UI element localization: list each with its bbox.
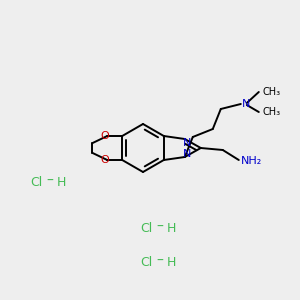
Text: N: N [183,138,191,148]
Text: –: – [156,254,163,268]
Text: O: O [101,131,110,141]
Text: NH₂: NH₂ [241,156,262,166]
Text: H: H [167,221,176,235]
Text: –: – [46,174,53,188]
Text: –: – [156,220,163,234]
Text: N: N [242,99,250,109]
Text: Cl: Cl [140,256,152,268]
Text: CH₃: CH₃ [263,107,281,117]
Text: H: H [167,256,176,268]
Text: N: N [183,149,191,159]
Text: Cl: Cl [140,221,152,235]
Text: CH₃: CH₃ [263,87,281,97]
Text: Cl: Cl [30,176,42,188]
Text: O: O [101,155,110,165]
Text: H: H [57,176,66,188]
